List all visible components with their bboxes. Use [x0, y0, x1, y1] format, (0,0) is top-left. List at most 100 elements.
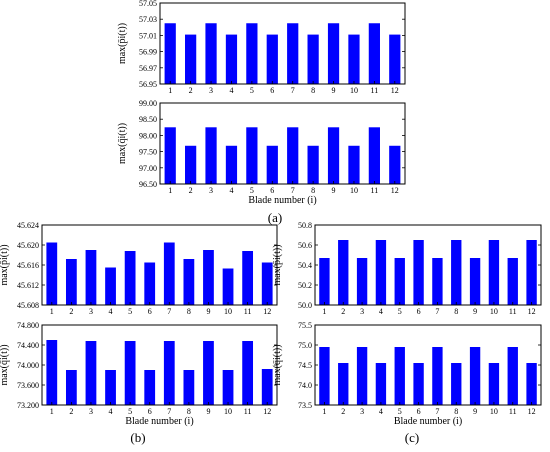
- bar-2: [65, 259, 77, 305]
- bar-12: [526, 240, 537, 305]
- plot-frame: [314, 224, 542, 306]
- y-tick-label: 50.0: [298, 301, 312, 310]
- x-tick-label: 3: [360, 407, 364, 416]
- y-tick-label: 74.800: [17, 321, 39, 330]
- bar-2: [65, 370, 77, 405]
- bar-2: [338, 363, 349, 405]
- y-tick-label: 73.200: [17, 401, 39, 410]
- bar-6: [413, 240, 424, 305]
- bar-8: [451, 363, 462, 405]
- bar-4: [375, 363, 387, 405]
- x-tick-label: 4: [379, 407, 383, 416]
- panel-label-b: (b): [130, 430, 145, 445]
- bar-3: [356, 258, 368, 305]
- bar-8: [307, 34, 319, 84]
- y-tick-label: 75.0: [298, 341, 312, 350]
- x-tick-label: 1: [322, 407, 326, 416]
- x-tick-label: 11: [371, 186, 379, 195]
- y-tick-label: 56.95: [139, 80, 157, 89]
- x-tick-label: 9: [473, 407, 477, 416]
- bar-1: [319, 258, 330, 305]
- plot-frame: [41, 224, 278, 306]
- x-tick-label: 8: [187, 307, 191, 316]
- bar-10: [222, 370, 234, 405]
- x-tick-label: 5: [398, 407, 402, 416]
- x-tick-label: 2: [189, 86, 193, 95]
- bar-5: [394, 347, 405, 405]
- x-axis-label: Blade number (i): [248, 195, 316, 206]
- bar-6: [144, 262, 156, 305]
- bar-12: [526, 363, 537, 405]
- x-tick-label: 2: [69, 407, 73, 416]
- bar-3: [205, 127, 217, 184]
- x-tick-label: 3: [89, 407, 93, 416]
- x-tick-label: 6: [148, 407, 152, 416]
- bar-7: [432, 347, 443, 405]
- y-tick-label: 74.5: [298, 361, 312, 370]
- bar-10: [222, 268, 234, 305]
- x-tick-label: 2: [341, 407, 345, 416]
- x-tick-label: 11: [371, 86, 379, 95]
- x-tick-label: 5: [250, 186, 254, 195]
- x-tick-label: 11: [244, 307, 252, 316]
- y-tick-label: 57.05: [139, 0, 157, 8]
- x-tick-label: 9: [332, 86, 336, 95]
- bar-3: [85, 250, 97, 305]
- x-tick-label: 6: [148, 307, 152, 316]
- x-tick-label: 6: [417, 407, 421, 416]
- bar-7: [287, 127, 299, 184]
- x-tick-label: 4: [109, 307, 113, 316]
- x-tick-label: 11: [509, 407, 517, 416]
- x-tick-label: 1: [50, 307, 54, 316]
- y-tick-label: 74.400: [17, 341, 39, 350]
- bar-1: [46, 242, 58, 305]
- y-axis-label: max(p̄i(t)): [0, 244, 10, 285]
- bar-11: [242, 341, 254, 405]
- chart-6: 73.574.074.575.075.51 2 3 4 5 6 7 8 9 10 11 12max(q…: [272, 321, 542, 427]
- x-tick-label: 7: [167, 407, 171, 416]
- bar-11: [507, 258, 518, 305]
- bar-8: [451, 240, 462, 305]
- bar-5: [246, 23, 258, 84]
- x-tick-label: 4: [229, 86, 233, 95]
- x-tick-label: 8: [311, 86, 315, 95]
- bar-6: [266, 145, 278, 184]
- bar-6: [144, 370, 156, 405]
- bar-8: [183, 259, 195, 305]
- x-tick-label: 1: [50, 407, 54, 416]
- bar-9: [469, 347, 481, 405]
- bar-12: [261, 369, 273, 405]
- x-tick-label: 11: [509, 307, 517, 316]
- y-tick-label: 56.99: [139, 48, 157, 57]
- y-tick-label: 98.50: [139, 115, 157, 124]
- x-tick-label: 6: [270, 186, 274, 195]
- x-tick-label: 4: [379, 307, 383, 316]
- y-tick-label: 73.600: [17, 381, 39, 390]
- x-tick-label: 9: [332, 186, 336, 195]
- y-tick-label: 56.97: [139, 64, 157, 73]
- bar-3: [356, 347, 368, 405]
- y-tick-label: 99.00: [139, 99, 157, 108]
- bar-5: [124, 251, 136, 305]
- bar-10: [348, 145, 360, 184]
- x-tick-label: 3: [209, 186, 213, 195]
- y-tick-label: 75.5: [298, 321, 312, 330]
- x-tick-label: 1: [322, 307, 326, 316]
- x-axis-label: Blade number (i): [394, 416, 462, 427]
- bar-7: [432, 258, 443, 305]
- x-tick-label: 5: [398, 307, 402, 316]
- y-tick-label: 96.50: [139, 180, 157, 189]
- bar-11: [368, 127, 380, 184]
- x-tick-label: 2: [189, 186, 193, 195]
- y-tick-label: 45.608: [17, 301, 39, 310]
- y-tick-label: 74.000: [17, 361, 39, 370]
- x-tick-label: 9: [206, 307, 210, 316]
- y-axis-label: max(q̄i(t)): [0, 344, 10, 385]
- bar-1: [164, 127, 176, 184]
- x-tick-label: 5: [250, 86, 254, 95]
- y-axis-label: max(p̄i(t)): [272, 244, 283, 285]
